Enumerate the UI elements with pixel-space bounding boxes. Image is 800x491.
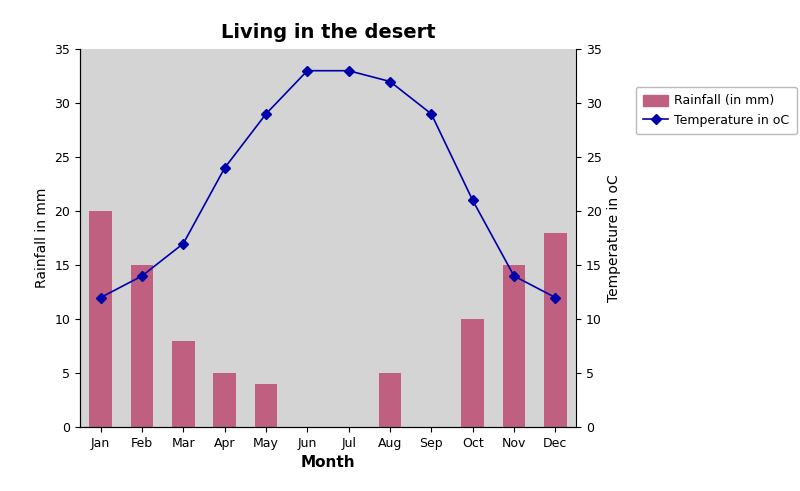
Bar xyxy=(214,373,236,427)
Bar xyxy=(378,373,402,427)
X-axis label: Month: Month xyxy=(301,456,355,470)
Bar xyxy=(544,233,566,427)
Legend: Rainfall (in mm), Temperature in oC: Rainfall (in mm), Temperature in oC xyxy=(635,87,797,134)
Bar xyxy=(172,341,194,427)
Bar xyxy=(462,319,484,427)
Bar xyxy=(90,211,112,427)
Bar xyxy=(502,265,526,427)
Y-axis label: Temperature in oC: Temperature in oC xyxy=(607,174,621,302)
Y-axis label: Rainfall in mm: Rainfall in mm xyxy=(35,188,49,288)
Bar xyxy=(254,384,278,427)
Title: Living in the desert: Living in the desert xyxy=(221,23,435,42)
Bar xyxy=(130,265,154,427)
